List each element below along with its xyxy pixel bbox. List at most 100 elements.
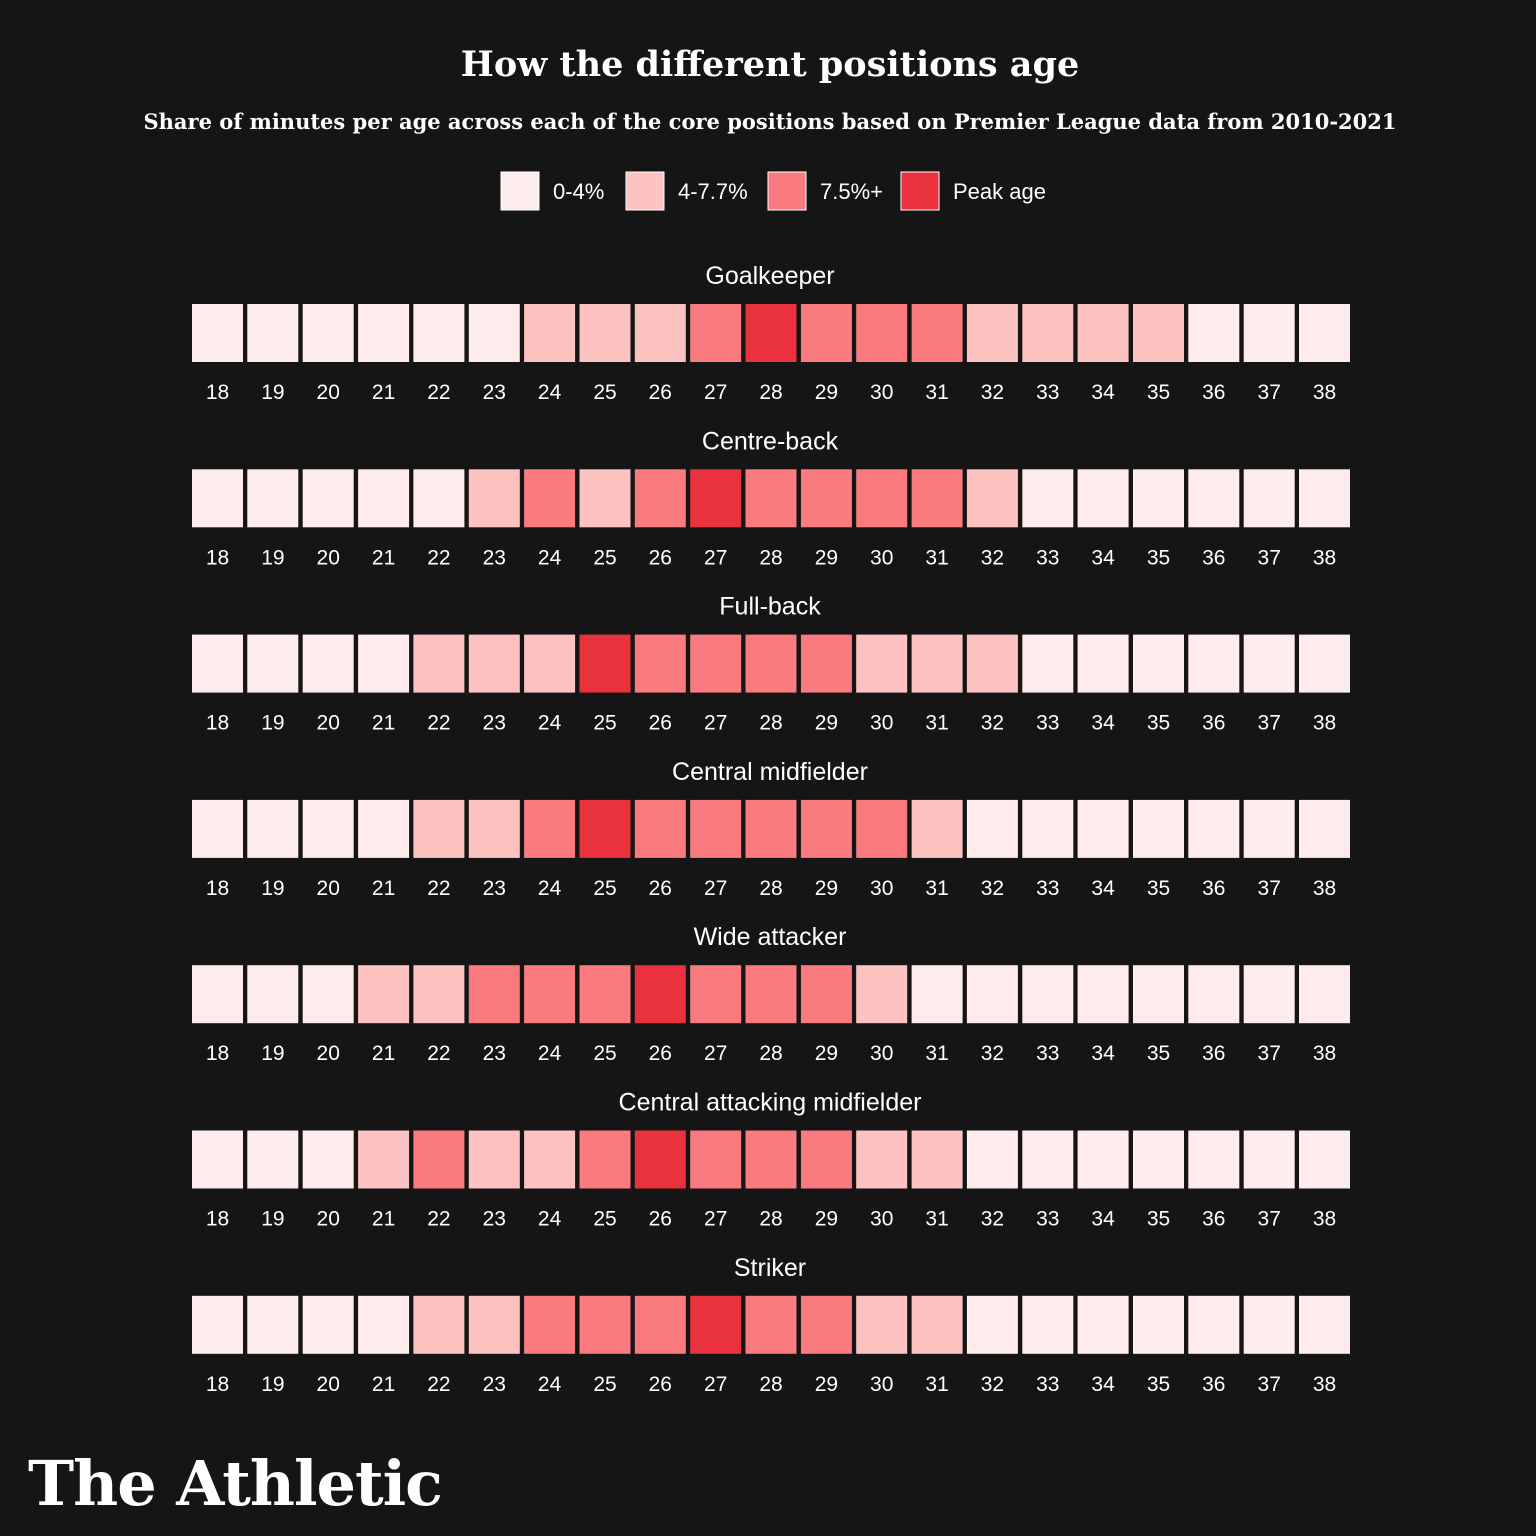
heatmap-cell [1188,799,1240,858]
age-tick-label: 31 [925,546,948,569]
age-tick-label: 23 [483,1042,506,1065]
age-tick-label: 27 [704,1042,727,1065]
heatmap-cell [745,634,797,693]
age-tick-label: 20 [317,546,340,569]
heatmap-cell [1243,304,1295,362]
age-tick-label: 23 [483,877,506,900]
heatmap-cell [1077,1130,1129,1189]
age-tick-label: 38 [1313,1208,1336,1231]
age-tick-label: 33 [1036,381,1059,404]
age-tick-label: 28 [759,1208,782,1231]
age-tick-label: 24 [538,381,562,404]
age-tick-label: 34 [1091,546,1115,569]
heatmap-cell [247,799,299,858]
age-tick-label: 33 [1036,1042,1059,1065]
heatmap-cell [1299,965,1350,1024]
age-tick-label: 33 [1036,546,1059,569]
heatmap-cell [911,1130,963,1189]
age-tick-label: 24 [538,546,562,569]
age-tick-label: 27 [704,1208,727,1231]
age-tick-label: 34 [1091,1042,1115,1065]
heatmap-cell [966,799,1018,858]
heatmap-cell [1243,1130,1295,1189]
age-tick-label: 25 [593,1208,616,1231]
age-tick-label: 18 [206,1373,229,1396]
age-tick-label: 29 [815,1208,838,1231]
heatmap-cell [1188,469,1240,528]
age-tick-label: 22 [427,1208,450,1231]
age-tick-label: 24 [538,1042,562,1065]
heatmap-cell [1188,634,1240,693]
heatmap-cell [1243,469,1295,528]
age-tick-label: 34 [1091,1373,1115,1396]
age-tick-label: 36 [1202,1208,1225,1231]
heatmap-cell [1299,469,1350,528]
age-tick-label: 36 [1202,1373,1225,1396]
age-tick-label: 28 [759,1373,782,1396]
heatmap-cell [1243,965,1295,1024]
heatmap-cell [856,634,908,693]
heatmap-cell [634,1130,686,1189]
age-tick-label: 35 [1147,1373,1170,1396]
age-tick-label: 24 [538,1208,562,1231]
legend-swatch [625,171,665,211]
heatmap-cell [1133,965,1184,1024]
heatmap-cell [247,469,299,528]
age-tick-label: 20 [317,381,340,404]
heatmap-cell [856,965,908,1024]
heatmap-cell [1188,965,1240,1024]
heatmap-cell [1022,965,1074,1024]
age-tick-label: 26 [649,381,672,404]
heatmap-cell [966,304,1018,362]
heatmap-cell [1188,1295,1240,1354]
heatmap-cell [579,634,631,693]
heatmap-cell [468,1130,520,1189]
heatmap-cell [247,1130,299,1189]
age-tick-label: 31 [925,1042,948,1065]
heatmap-cell [856,469,908,528]
heatmap-cell [302,965,354,1024]
age-tick-label: 32 [981,1208,1004,1231]
age-tick-label: 28 [759,1042,782,1065]
age-tick-label: 27 [704,712,727,735]
age-tick-label: 22 [427,1373,450,1396]
age-tick-label: 29 [815,381,838,404]
heatmap-cell [690,1295,742,1354]
position-label: Central attacking midfielder [619,1089,922,1117]
age-tick-label: 35 [1147,712,1170,735]
heatmap-cell [468,304,520,362]
heatmap-cell [302,799,354,858]
age-tick-label: 36 [1202,381,1225,404]
heatmap-cell [302,1295,354,1354]
heatmap-cell [358,1130,410,1189]
heatmap-cell [800,799,852,858]
heatmap-rows: Goalkeeper 18 19 20 21 22 23 24 25 26 27 28 29 30 31 32… [192,262,1350,1396]
heatmap-cell [690,799,742,858]
age-tick-label: 19 [261,1208,284,1231]
heatmap-cell [579,469,631,528]
age-tick-label: 25 [593,381,616,404]
chart-subtitle: Share of minutes per age across each of … [143,109,1396,134]
age-tick-label: 32 [981,712,1004,735]
age-tick-label: 23 [483,1373,506,1396]
age-tick-label: 27 [704,381,727,404]
heatmap-cell [745,469,797,528]
age-tick-label: 37 [1258,1042,1281,1065]
age-tick-label: 30 [870,1042,893,1065]
age-tick-label: 26 [649,712,672,735]
heatmap-cell [358,634,410,693]
age-tick-label: 18 [206,546,229,569]
age-tick-label: 20 [317,712,340,735]
heatmap-cell [1077,965,1129,1024]
heatmap-cell [966,634,1018,693]
heatmap-cell [358,799,410,858]
age-tick-label: 31 [925,1373,948,1396]
age-tick-label: 36 [1202,712,1225,735]
heatmap-cell [911,965,963,1024]
heatmap-cell [413,965,465,1024]
age-tick-label: 31 [925,1208,948,1231]
age-tick-label: 26 [649,1042,672,1065]
heatmap-cell [1022,799,1074,858]
age-tick-label: 29 [815,546,838,569]
